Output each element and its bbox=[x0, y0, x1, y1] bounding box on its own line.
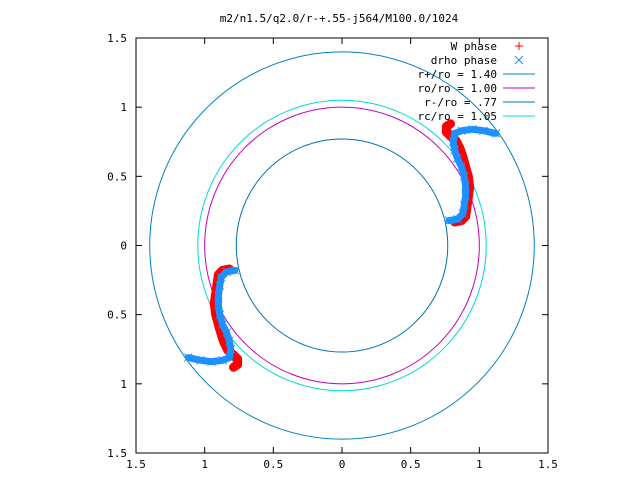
phase-markers bbox=[183, 119, 501, 372]
legend-label: drho phase bbox=[431, 54, 497, 67]
drho-phase-point bbox=[459, 171, 469, 181]
drho-phase-point bbox=[444, 216, 454, 225]
drho-phase-point bbox=[222, 328, 231, 338]
drho-phase-point bbox=[183, 353, 193, 362]
drho-phase-point bbox=[218, 319, 227, 329]
legend-label: r-/ro = .77 bbox=[424, 96, 497, 109]
drho-phase-point bbox=[458, 209, 468, 219]
drho-phase-point bbox=[216, 272, 226, 282]
y-tick-label: 1 bbox=[120, 101, 127, 114]
legend-marker bbox=[515, 42, 523, 50]
circle-r-0.77 bbox=[235, 138, 449, 353]
drho-phase-point bbox=[225, 336, 234, 346]
drho-phase-band-1 bbox=[184, 266, 239, 366]
w-phase-point bbox=[229, 363, 238, 372]
legend-label: rc/ro = 1.05 bbox=[418, 110, 497, 123]
drho-phase-point bbox=[491, 129, 501, 138]
radius-circles bbox=[149, 51, 535, 440]
y-tick-label: 0 bbox=[120, 240, 127, 253]
drho-phase-point bbox=[230, 266, 240, 275]
drho-phase-point bbox=[214, 290, 223, 300]
circle-r-1.05 bbox=[197, 99, 487, 392]
drho-phase-point bbox=[218, 355, 227, 365]
drho-phase-point bbox=[214, 300, 223, 310]
circle-r-1.4 bbox=[149, 51, 535, 440]
drho-phase-point bbox=[196, 355, 205, 365]
x-tick-label: 1 bbox=[201, 458, 208, 471]
circle-r-1 bbox=[204, 106, 480, 385]
legend-label: ro/ro = 1.00 bbox=[418, 82, 497, 95]
y-tick-label: 1.5 bbox=[107, 447, 127, 460]
drho-phase-point bbox=[461, 181, 470, 191]
drho-phase-point bbox=[215, 310, 225, 320]
drho-phase-point bbox=[215, 281, 225, 290]
chart-title: m2/n1.5/q2.0/r-+.55-j564/M100.0/1024 bbox=[220, 12, 459, 25]
y-tick-label: 0.5 bbox=[107, 309, 127, 322]
drho-phase-point bbox=[453, 153, 462, 163]
drho-phase-point bbox=[225, 353, 234, 362]
y-tick-label: 1.5 bbox=[107, 32, 127, 45]
x-tick-label: 0.5 bbox=[263, 458, 283, 471]
y-tick-label: 0.5 bbox=[107, 170, 127, 183]
drho-phase-point bbox=[450, 129, 459, 138]
drho-phase-point bbox=[459, 201, 469, 210]
x-tick-label: 0 bbox=[339, 458, 346, 471]
drho-phase-point bbox=[468, 124, 477, 134]
x-tick-label: 1.5 bbox=[126, 458, 146, 471]
x-tick-label: 1.5 bbox=[538, 458, 558, 471]
axis-ticks: 1.5 1 0.5 0 0.5 1 1.51.510.500.511.5 bbox=[107, 32, 558, 471]
w-phase-point bbox=[442, 122, 451, 131]
drho-phase-point bbox=[450, 145, 459, 155]
legend-marker bbox=[514, 55, 524, 65]
drho-phase-point bbox=[207, 357, 216, 367]
y-tick-label: 1 bbox=[120, 378, 127, 391]
w-phase-point bbox=[446, 119, 455, 128]
x-tick-label: 0.5 bbox=[401, 458, 421, 471]
drho-phase-point bbox=[457, 126, 466, 136]
w-phase-point bbox=[233, 360, 242, 369]
drho-phase-point bbox=[479, 126, 488, 136]
drho-phase-point bbox=[457, 162, 466, 172]
drho-phase-point bbox=[226, 344, 236, 354]
drho-phase-point bbox=[461, 191, 470, 201]
drho-phase-band-0 bbox=[445, 125, 500, 225]
x-tick-label: 1 bbox=[476, 458, 483, 471]
drho-phase-point bbox=[448, 137, 458, 147]
legend-label: W phase bbox=[451, 40, 497, 53]
legend-label: r+/ro = 1.40 bbox=[418, 68, 497, 81]
